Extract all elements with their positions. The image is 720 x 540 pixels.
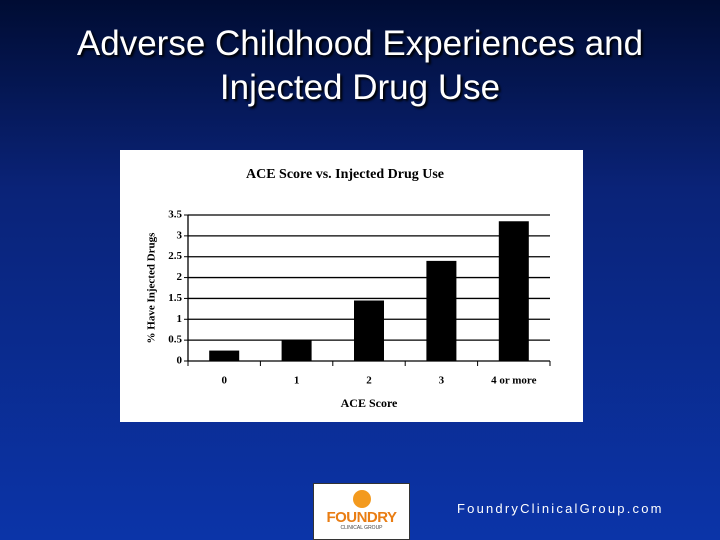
- x-axis-title: ACE Score: [341, 396, 398, 410]
- y-tick-label: 1.5: [168, 292, 182, 304]
- y-tick-label: 0.5: [168, 334, 182, 346]
- y-tick-label: 2: [177, 271, 183, 283]
- y-tick-label: 2.5: [168, 250, 182, 262]
- logo-text: FOUNDRY: [326, 509, 397, 526]
- x-tick-label: 3: [439, 375, 445, 387]
- y-tick-label: 1: [177, 313, 183, 325]
- logo-subtext: CLINICAL GROUP: [340, 525, 383, 531]
- y-tick-label: 3.5: [168, 209, 182, 221]
- bar: [426, 260, 457, 361]
- bar: [281, 340, 312, 361]
- logo: FOUNDRY CLINICAL GROUP: [313, 483, 410, 540]
- bar: [354, 300, 384, 361]
- y-axis-title: % Have Injected Drugs: [146, 232, 158, 344]
- x-tick-label: 2: [366, 375, 372, 387]
- footer-url: FoundryClinicalGroup.com: [457, 501, 664, 516]
- x-tick-label: 1: [294, 375, 300, 387]
- bar: [498, 221, 529, 361]
- y-tick-label: 0: [177, 355, 183, 367]
- y-tick-label: 3: [177, 229, 183, 241]
- x-tick-label: 0: [221, 375, 227, 387]
- chart-title: ACE Score vs. Injected Drug Use: [246, 167, 444, 182]
- slide-title: Adverse Childhood Experiences and Inject…: [76, 24, 644, 107]
- logo-icon: [352, 490, 371, 508]
- x-tick-label: 4 or more: [491, 375, 537, 387]
- bar: [209, 350, 240, 361]
